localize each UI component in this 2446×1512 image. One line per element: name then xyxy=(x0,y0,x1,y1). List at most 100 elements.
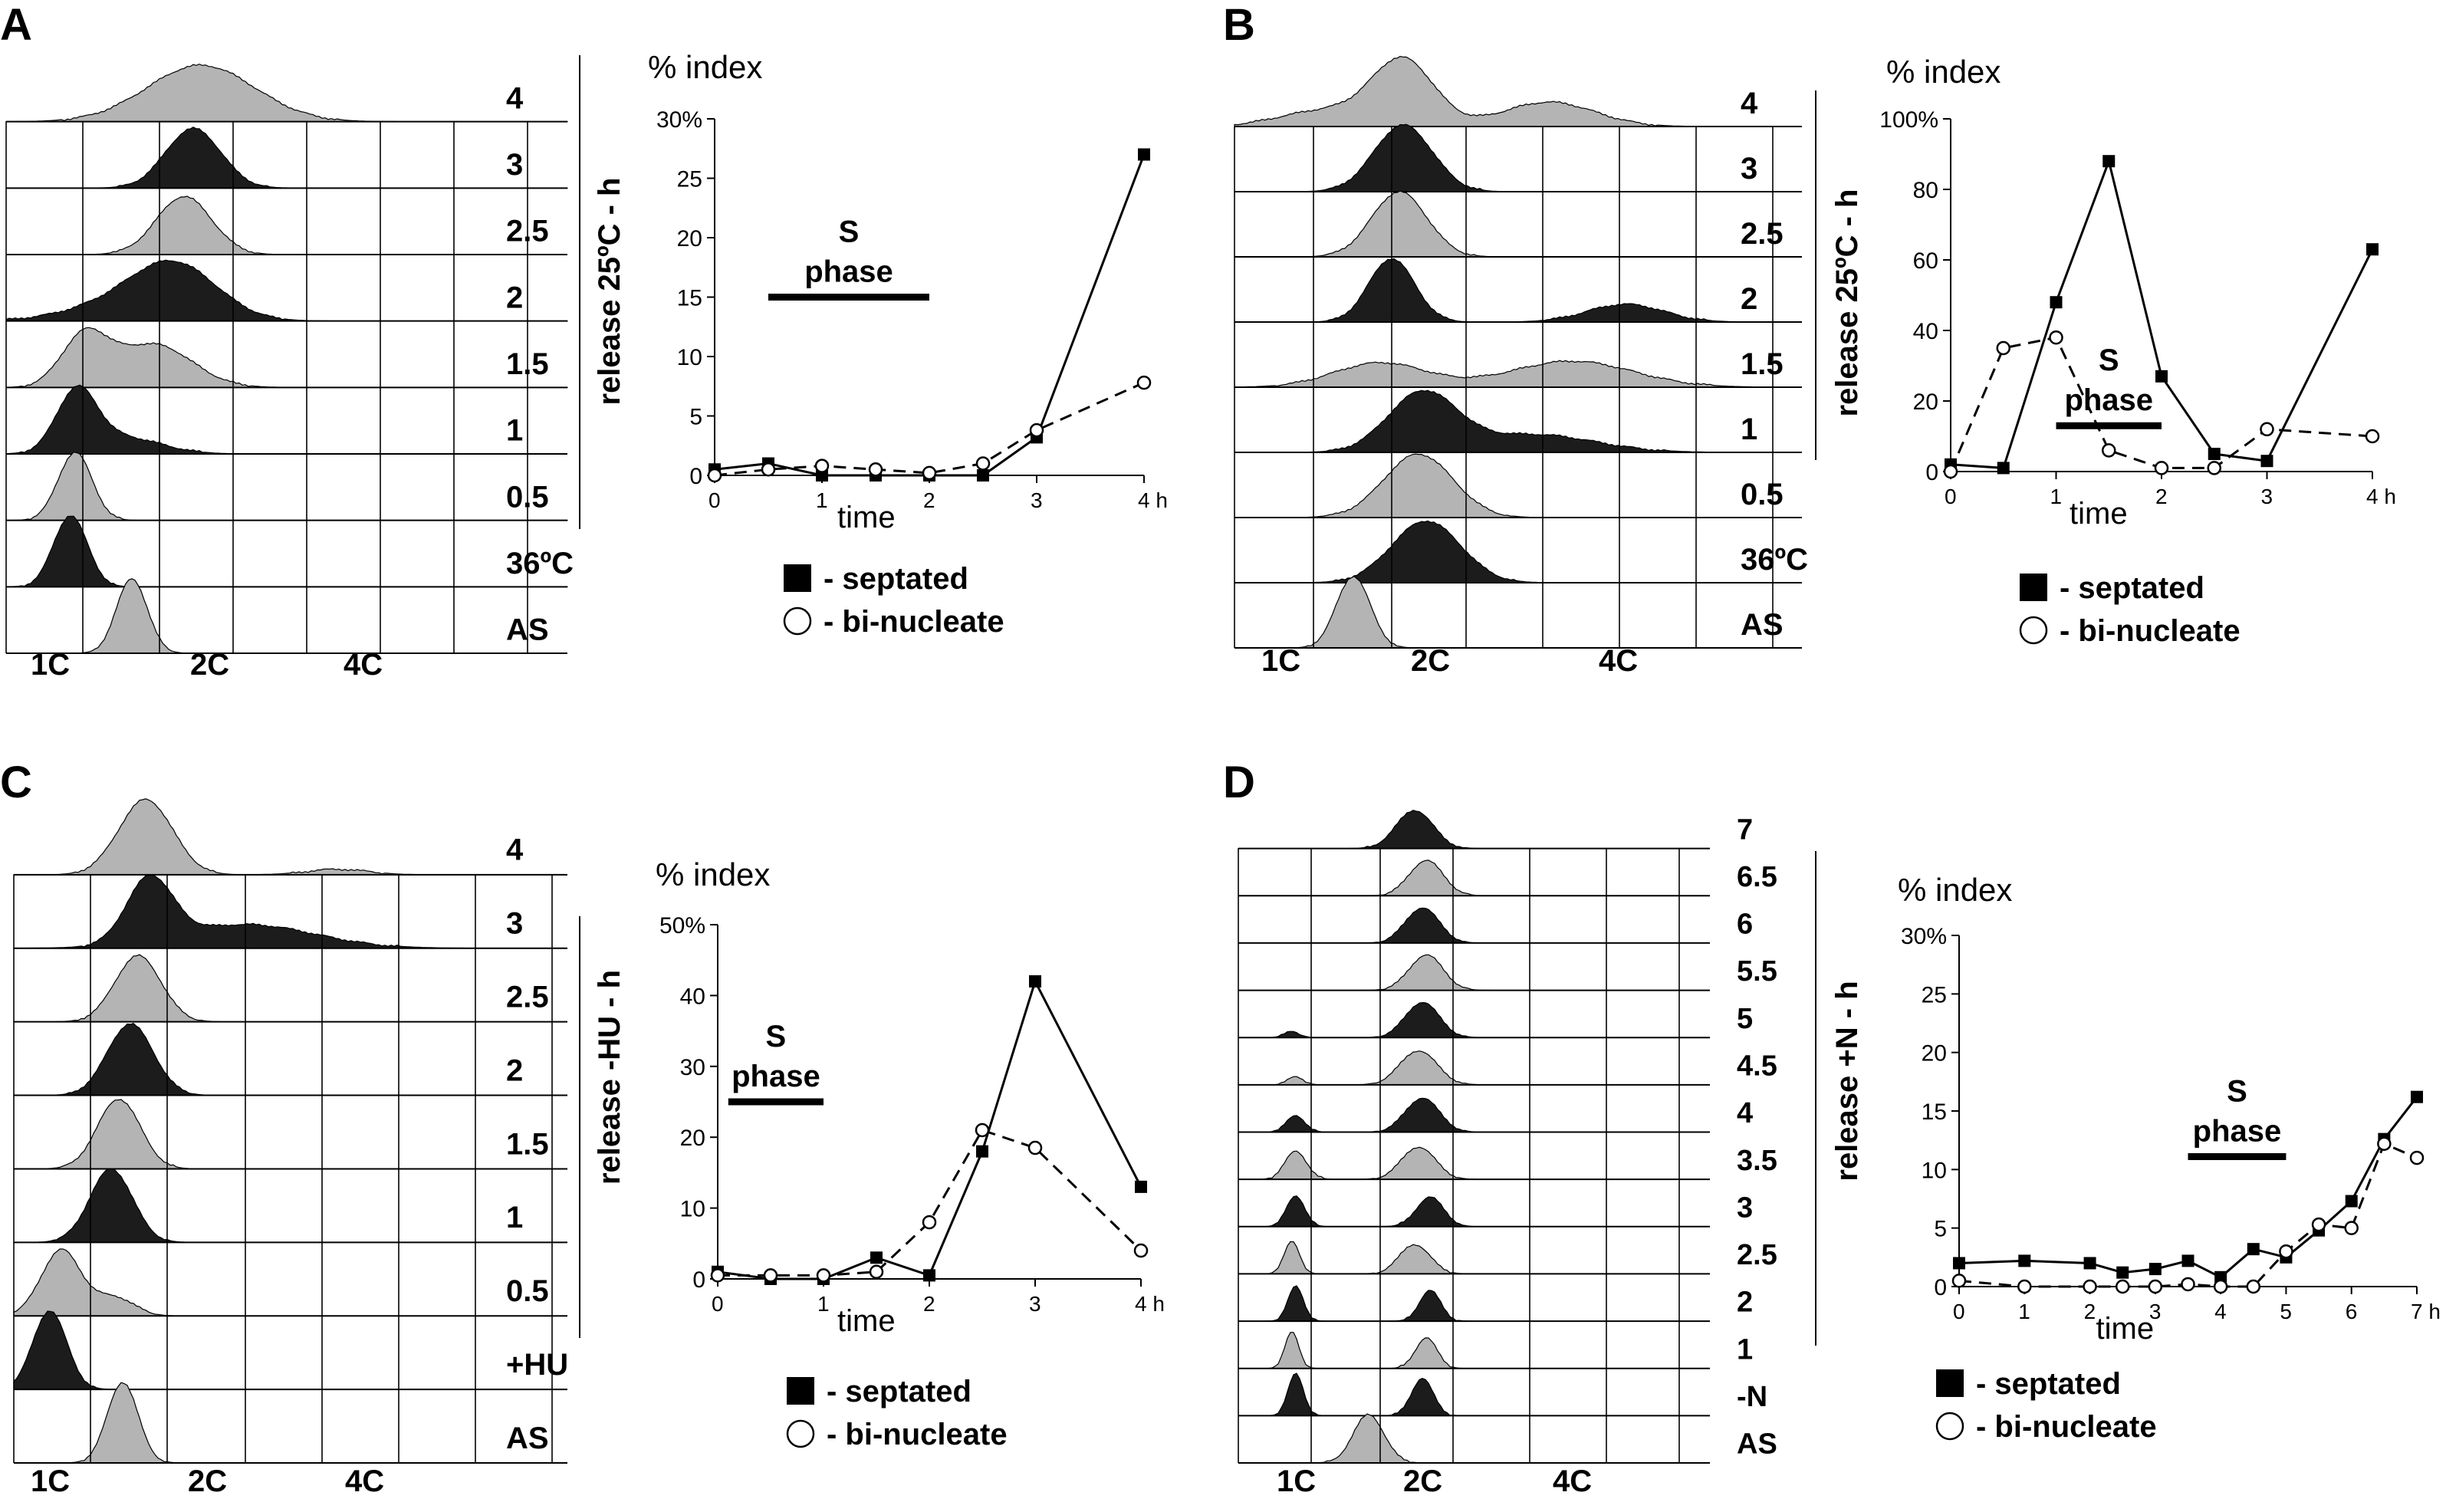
y-tick-label: 40 xyxy=(680,984,705,1009)
x-axis-label: time xyxy=(2096,1312,2155,1346)
septated-point xyxy=(2181,1254,2194,1267)
septated-series-line xyxy=(1958,1096,2418,1279)
histogram-row-label: 1.5 xyxy=(506,1127,549,1161)
legend-septated-swatch xyxy=(787,1377,814,1405)
histogram-x-tick-label: 2C xyxy=(1403,1464,1442,1498)
histogram-x-tick-label: 4C xyxy=(1553,1464,1592,1498)
septated-point xyxy=(2116,1266,2129,1279)
legend-septated-swatch xyxy=(1936,1369,1964,1397)
histogram-trace xyxy=(1235,123,1802,192)
binucleate-point xyxy=(975,456,991,471)
x-tick-label: 7 h xyxy=(2411,1300,2441,1323)
binucleate-point xyxy=(2154,461,2169,475)
y-tick-label: 10 xyxy=(680,1197,705,1222)
histogram-row-label: 2 xyxy=(1741,282,1757,316)
binucleate-point xyxy=(814,459,830,473)
histogram-row-label: 2.5 xyxy=(1737,1239,1777,1271)
legend-septated-swatch xyxy=(2020,574,2047,601)
x-tick-label: 2 xyxy=(923,488,935,512)
binucleate-point xyxy=(1951,1274,1967,1288)
chart-title: % index xyxy=(648,49,762,85)
histogram-trace xyxy=(5,384,567,455)
histogram-trace xyxy=(1238,1372,1711,1416)
flow-histogram-panel-a: 4 3 2.5 2 1.5 1 0.5 36ºC AS 1C 2C 4C xyxy=(5,55,1816,1346)
histogram-x-tick-label: 4C xyxy=(344,648,383,682)
binucleate-point xyxy=(2049,330,2063,345)
legend-septated-label: - septated xyxy=(827,1375,971,1408)
x-tick-label: 3 xyxy=(2261,485,2273,508)
septated-point xyxy=(1135,1180,1147,1193)
septated-point xyxy=(2050,296,2063,309)
y-tick-label: 10 xyxy=(677,345,702,370)
histogram-trace xyxy=(1238,1195,1711,1228)
binucleate-point xyxy=(922,1215,937,1230)
binucleate-point xyxy=(2279,1244,2293,1259)
panel-letter-b: B xyxy=(1223,0,1255,50)
septated-point xyxy=(2345,1195,2358,1208)
histogram-trace xyxy=(13,1168,568,1243)
legend-binucleate-label: - bi-nucleate xyxy=(2060,614,2241,648)
histogram-row-label: 0.5 xyxy=(1741,478,1784,511)
binucleate-point xyxy=(868,462,883,477)
chart-title: % index xyxy=(1898,872,2012,908)
legend-binucleate-label: - bi-nucleate xyxy=(1976,1410,2157,1444)
histogram-x-tick-label: 1C xyxy=(31,648,70,682)
histogram-row-label: 4 xyxy=(506,81,524,115)
histogram-trace xyxy=(1238,1413,1710,1464)
x-tick-label: 0 xyxy=(1945,485,1957,508)
septated-point xyxy=(1997,462,2010,475)
histogram-row-label: 7 xyxy=(1737,814,1753,846)
x-tick-label: 1 xyxy=(2050,485,2063,508)
x-axis-label: time xyxy=(837,1304,896,1338)
histogram-trace xyxy=(1238,810,1711,850)
histogram-trace xyxy=(1238,1097,1710,1133)
y-tick-label: 60 xyxy=(1913,248,1938,274)
septated-point xyxy=(870,1251,883,1264)
y-tick-label: 25 xyxy=(1922,982,1947,1007)
s-phase-label: S xyxy=(766,1020,787,1053)
binucleate-point xyxy=(2115,1279,2130,1294)
s-phase-label: phase xyxy=(2064,383,2153,417)
y-tick-label: 30% xyxy=(656,107,702,133)
y-tick-label: 20 xyxy=(1922,1041,1947,1067)
y-tick-label: 10 xyxy=(1922,1158,1947,1183)
septated-point xyxy=(2083,1257,2096,1270)
flow-histogram-panel-d: 7 6.5 6 5.5 5 4.5 4 3.5 3 2.5 2 1 -N AS 1C 2C 4C xyxy=(1238,810,1777,1498)
y-tick-label: 0 xyxy=(689,464,702,489)
histogram-trace xyxy=(1234,360,1802,388)
binucleate-series-line xyxy=(714,381,1145,477)
histogram-trace xyxy=(5,259,568,322)
binucleate-point xyxy=(2311,1217,2326,1232)
x-tick-label: 6 xyxy=(2346,1300,2358,1323)
x-tick-label: 3 xyxy=(1031,488,1043,512)
binucleate-point xyxy=(869,1264,884,1280)
septated-point xyxy=(2366,243,2379,256)
y-tick-label: 20 xyxy=(677,226,702,251)
septated-point xyxy=(2155,370,2168,383)
septated-point xyxy=(977,469,989,482)
histogram-row-label: AS xyxy=(1741,608,1784,642)
binucleate-point xyxy=(2102,443,2116,458)
legend-septated-label: - septated xyxy=(824,562,968,596)
y-tick-label: 5 xyxy=(689,405,702,430)
legend-binucleate-label: - bi-nucleate xyxy=(827,1418,1008,1451)
histogram-row-label: 6.5 xyxy=(1737,861,1777,893)
binucleate-point xyxy=(763,1268,778,1283)
y-tick-label: 30 xyxy=(680,1055,705,1080)
histogram-row-label: 36ºC xyxy=(1741,543,1808,577)
binucleate-point xyxy=(2260,422,2274,437)
binucleate-point xyxy=(1027,1140,1043,1155)
histogram-trace xyxy=(6,578,567,654)
histogram-trace xyxy=(13,954,568,1023)
histogram-row-label: 2 xyxy=(506,1053,523,1087)
binucleate-point xyxy=(2246,1279,2261,1294)
histogram-axis-label-a: release 25ºC - h xyxy=(593,178,626,406)
histogram-trace xyxy=(1235,258,1802,323)
y-tick-label: 40 xyxy=(1913,319,1938,344)
x-axis-label: time xyxy=(2070,497,2128,531)
septated-point xyxy=(976,1145,988,1158)
legend-septated-swatch xyxy=(784,564,811,592)
